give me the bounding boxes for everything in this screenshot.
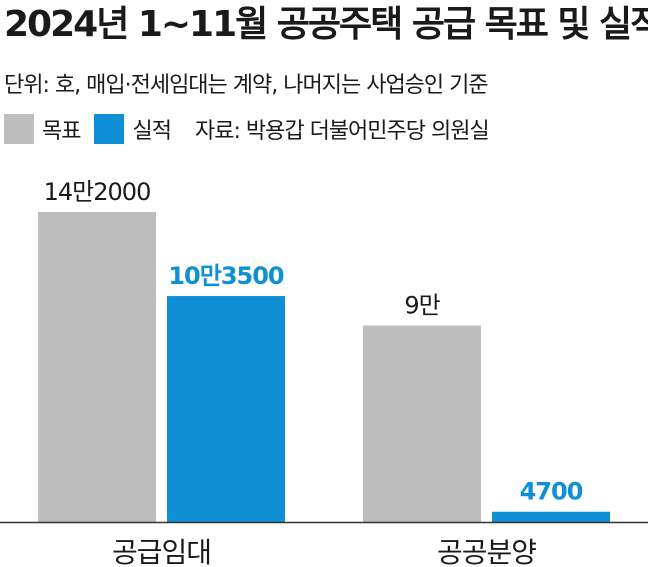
value-label-target-0: 14만2000: [44, 178, 151, 206]
bar-target-0: [38, 212, 156, 522]
value-label-target-1: 9만: [404, 292, 440, 320]
value-label-actual-0: 10만3500: [168, 262, 284, 290]
bar-actual-1: [492, 511, 610, 522]
legend-swatch-target: [4, 114, 34, 144]
legend-label-target: 목표: [42, 119, 81, 144]
legend-label-actual: 실적: [132, 119, 171, 144]
bar-actual-0: [167, 296, 285, 522]
bar-target-1: [363, 325, 481, 522]
value-label-actual-1: 4700: [520, 478, 583, 506]
chart-title: 2024년 1~11월 공공주택 공급 목표 및 실적: [4, 4, 648, 45]
legend-swatch-actual: [94, 114, 125, 144]
source-note: 자료: 박용갑 더불어민주당 의원실: [194, 119, 490, 144]
unit-note: 단위: 호, 매입·전세임대는 계약, 나머지는 사업승인 기준: [4, 73, 489, 98]
category-label-1: 공공분양: [437, 536, 536, 567]
category-label-0: 공급임대: [112, 536, 211, 567]
legend: 목표 실적 자료: 박용갑 더불어민주당 의원실: [4, 113, 490, 145]
